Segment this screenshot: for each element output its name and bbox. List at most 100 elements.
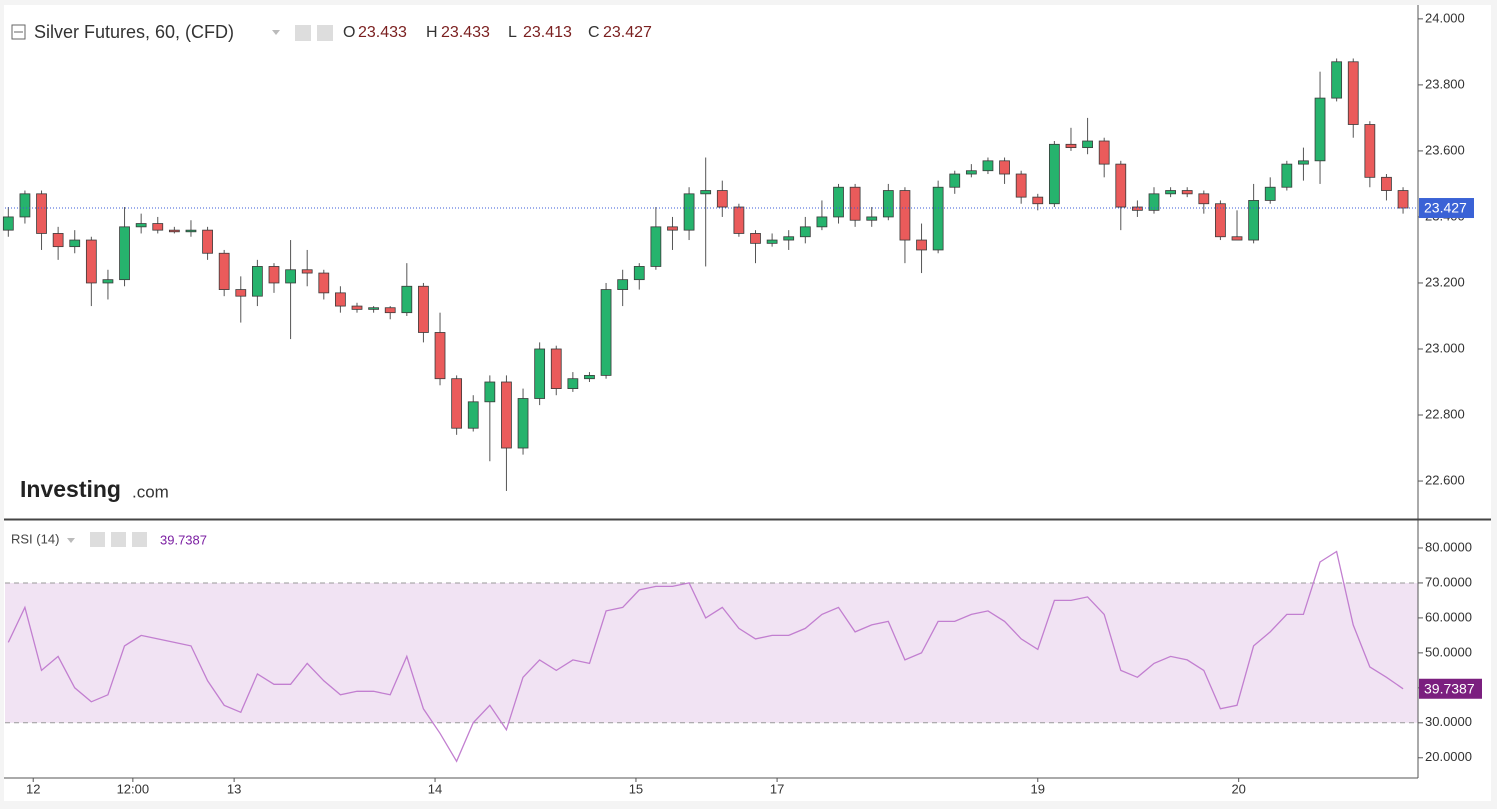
candle-body [1115, 163, 1127, 208]
chart-title: Silver Futures, 60, (CFD) [34, 22, 234, 42]
candle-body [401, 285, 413, 314]
x-tick-label: 14 [428, 781, 442, 796]
candle-body [418, 285, 429, 333]
candle-body [932, 186, 944, 251]
indicator-value: 39.7387 [160, 532, 207, 547]
candle-body [1065, 143, 1077, 149]
x-tick-label: 17 [770, 781, 784, 796]
y-tick-label: 70.0000 [1425, 574, 1472, 589]
candle-body [1048, 143, 1060, 205]
rsi-tag-label: 39.7387 [1424, 680, 1475, 696]
candle-body [119, 226, 130, 281]
visibility-icon[interactable] [295, 25, 311, 41]
candle-body [600, 289, 612, 376]
candle-body [833, 186, 844, 218]
candle-body [335, 292, 346, 307]
candle-body [501, 381, 512, 449]
candle-body [567, 378, 579, 390]
y-tick-label: 20.0000 [1425, 749, 1472, 764]
candle-body [351, 305, 363, 310]
candle-body [218, 252, 230, 290]
candle-body [700, 190, 712, 195]
candle-body [766, 239, 778, 244]
candle-body [185, 229, 197, 233]
candle-body [1397, 190, 1409, 209]
y-tick-label: 80.0000 [1425, 539, 1472, 554]
candle-body [733, 206, 745, 234]
candle-body [1198, 193, 1210, 205]
rsi-line [7, 550, 1404, 763]
candle-body [1248, 200, 1260, 241]
candle-body [866, 216, 878, 221]
rsi-tag [1419, 678, 1482, 699]
candle-body [750, 233, 761, 244]
candle-body [1331, 61, 1343, 99]
y-tick-label: 22.600 [1425, 472, 1465, 487]
last-price-label: 23.427 [1424, 200, 1467, 216]
candle-body [650, 226, 662, 267]
legend-value: 23.427 [603, 24, 652, 41]
y-tick-label: 60.0000 [1425, 609, 1472, 624]
candle-body [85, 239, 97, 284]
indicator-title: RSI (14) [11, 531, 59, 546]
candle-body [916, 239, 927, 251]
candle-body [318, 272, 330, 294]
candle-body [965, 170, 977, 175]
candle-body [152, 223, 164, 231]
y-tick-label: 23.000 [1425, 340, 1465, 355]
x-tick-label: 20 [1231, 781, 1245, 796]
candle-body [550, 348, 562, 390]
candle-body [301, 269, 313, 274]
candle-body [19, 193, 31, 218]
candle-body [667, 226, 678, 231]
legend-label: O [343, 24, 355, 41]
x-tick-label: 15 [629, 781, 643, 796]
legend-label: C [588, 24, 600, 41]
candle-body [633, 266, 645, 281]
candle-body [534, 348, 546, 399]
visibility-icon[interactable] [90, 532, 105, 547]
close-icon[interactable] [132, 532, 147, 547]
candle-body [1082, 140, 1093, 149]
candle-body [434, 332, 446, 380]
candle-body [1314, 97, 1326, 162]
y-tick-label: 50.0000 [1425, 644, 1472, 659]
rsi-band [5, 582, 1418, 723]
candle-body [135, 223, 147, 228]
last-price-tag [1419, 198, 1474, 219]
dropdown-icon[interactable] [272, 30, 280, 35]
candle-body [1148, 193, 1160, 211]
watermark: Investing [20, 476, 121, 502]
candle-body [783, 236, 795, 241]
candle-body [816, 216, 828, 228]
legend-label: L [508, 24, 517, 41]
candle-body [982, 160, 994, 172]
legend-value: 23.413 [523, 24, 572, 41]
candle-body [1215, 203, 1226, 238]
candle-body [1181, 190, 1193, 195]
candle-body [716, 190, 728, 208]
legend-label: H [426, 24, 438, 41]
dropdown-icon[interactable] [67, 538, 75, 543]
candle-body [1132, 206, 1143, 211]
candle-body [799, 226, 811, 238]
candle-body [899, 190, 911, 241]
candle-body [484, 381, 496, 403]
candle-body [52, 233, 64, 248]
candle-body [683, 193, 695, 231]
legend-value: 23.433 [358, 24, 407, 41]
candle-body [102, 279, 114, 284]
x-tick-label: 13 [227, 781, 241, 796]
settings-icon[interactable] [111, 532, 126, 547]
candle-body [517, 398, 529, 449]
candle-body [1347, 61, 1359, 125]
candle-body [2, 216, 14, 231]
settings-icon[interactable] [317, 25, 333, 41]
candle-body [285, 269, 296, 284]
candle-body [949, 173, 961, 188]
candle-body [251, 266, 263, 297]
candle-body [1015, 173, 1027, 198]
candle-body [1364, 124, 1376, 178]
